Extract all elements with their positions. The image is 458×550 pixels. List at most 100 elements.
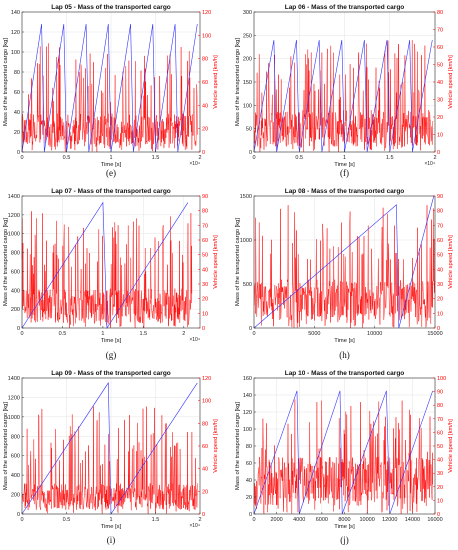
y-left-tick-label: 600 <box>11 454 20 460</box>
y-right-axis-label: Vehicle speed [km/h] <box>448 419 454 473</box>
x-tick-label: 0 <box>20 517 23 523</box>
y-left-tick-label: 200 <box>11 307 20 313</box>
y-left-tick-label: 1200 <box>8 395 20 401</box>
y-right-tick-label: 0 <box>202 326 205 332</box>
y-right-tick-label: 20 <box>202 297 208 303</box>
y-right-axis-label: Vehicle speed [km/h] <box>213 419 219 473</box>
panel-title: Lap 08 - Mass of the transported cargo <box>285 188 405 195</box>
y-left-tick-label: 800 <box>11 434 20 440</box>
y-right-tick-label: 80 <box>202 421 208 427</box>
y-right-tick-label: 40 <box>202 467 208 473</box>
y-left-tick-label: 40 <box>14 110 20 116</box>
y-right-tick-label: 40 <box>202 267 208 273</box>
plot-frame <box>253 195 436 329</box>
mass-series-line <box>21 201 189 329</box>
x-axis-label: Time [s] <box>101 524 122 530</box>
y-left-tick-label: 1000 <box>8 232 20 238</box>
panel-title: Lap 05 - Mass of the transported cargo <box>51 4 171 11</box>
y-left-tick-label: 600 <box>11 269 20 275</box>
y-right-tick-label: 80 <box>202 57 208 63</box>
y-right-tick-label: 100 <box>202 33 211 39</box>
y-left-tick-label: 800 <box>11 251 20 257</box>
y-right-tick-label: 100 <box>437 376 446 382</box>
y-left-tick-label: 0 <box>249 326 252 332</box>
panel-title: Lap 09 - Mass of the transported cargo <box>51 370 171 377</box>
speed-series-line <box>21 406 198 515</box>
speed-series-line <box>253 205 436 328</box>
y-right-tick-label: 0 <box>437 326 440 332</box>
y-right-tick-label: 80 <box>437 209 443 215</box>
y-right-tick-label: 90 <box>437 390 443 396</box>
x-tick-label: 1 <box>101 331 104 337</box>
x-tick-label: 16000 <box>427 517 442 523</box>
y-right-tick-label: 10 <box>437 498 443 504</box>
mass-series-line <box>21 23 198 153</box>
y-left-tick-label: 60 <box>246 461 252 467</box>
y-left-tick-label: 0 <box>17 512 20 518</box>
panel-title: Lap 07 - Mass of the transported cargo <box>51 188 171 195</box>
x-tick-label: 0 <box>20 331 23 337</box>
y-right-tick-label: 40 <box>437 458 443 464</box>
y-right-tick-label: 70 <box>437 28 443 34</box>
x-tick-label: 1.5 <box>386 155 394 161</box>
y-right-tick-label: 0 <box>437 150 440 156</box>
x-axis-label: Time [s] <box>101 338 122 344</box>
panel-2: 0 0.5 1 1.5 2×10⁴050100150200250300010203040… <box>235 4 454 178</box>
x-tick-label: 1.5 <box>152 155 160 161</box>
y-right-tick-label: 0 <box>437 512 440 518</box>
x-tick-label: 15000 <box>427 331 442 337</box>
y-left-tick-label: 0 <box>249 150 252 156</box>
y-right-tick-label: 10 <box>437 311 443 317</box>
y-right-tick-label: 10 <box>202 311 208 317</box>
x-tick-label: 14000 <box>405 517 420 523</box>
x-tick-label: 2 <box>198 155 201 161</box>
y-left-tick-label: 1500 <box>240 194 252 200</box>
x-axis-label: Time [s] <box>334 524 355 530</box>
plot-frame <box>21 195 201 329</box>
y-right-tick-label: 40 <box>437 267 443 273</box>
speed-series-line <box>21 43 198 153</box>
y-right-tick-label: 0 <box>202 512 205 518</box>
y-right-tick-label: 60 <box>437 238 443 244</box>
x-tick-label: 0.5 <box>63 155 71 161</box>
x-tick-label: 0 <box>20 155 23 161</box>
speed-series-line <box>21 211 193 328</box>
y-right-tick-label: 30 <box>437 98 443 104</box>
y-right-axis-label: Vehicle speed [km/h] <box>213 55 219 109</box>
panel-caption: (i) <box>107 535 116 545</box>
y-left-tick-label: 1000 <box>8 415 20 421</box>
y-right-tick-label: 40 <box>437 80 443 86</box>
x-tick-label: 0 <box>252 155 255 161</box>
y-right-tick-label: 50 <box>437 253 443 259</box>
y-right-tick-label: 20 <box>437 115 443 121</box>
mass-series-line <box>253 390 433 515</box>
y-left-tick-label: 120 <box>11 30 20 36</box>
x-exponent-label: ×10⁴ <box>189 161 200 167</box>
y-right-tick-label: 60 <box>437 45 443 51</box>
y-right-tick-label: 120 <box>202 376 211 382</box>
y-left-tick-label: 1400 <box>8 376 20 382</box>
y-left-tick-label: 0 <box>17 326 20 332</box>
x-tick-label: 1.5 <box>140 331 148 337</box>
y-left-tick-label: 20 <box>246 495 252 501</box>
x-tick-label: 12000 <box>382 517 397 523</box>
x-tick-label: 4000 <box>293 517 305 523</box>
y-left-tick-label: 1000 <box>240 238 252 244</box>
y-right-tick-label: 0 <box>202 150 205 156</box>
panel-title: Lap 06 - Mass of the transported cargo <box>285 4 405 11</box>
y-right-tick-label: 30 <box>202 282 208 288</box>
y-right-tick-label: 20 <box>202 127 208 133</box>
x-exponent-label: ×10⁴ <box>189 337 200 343</box>
x-tick-label: 1 <box>109 517 112 523</box>
panel-3: 0 0.5 1 1.5 2×10⁴020040060080010001200140001… <box>3 188 219 360</box>
y-left-tick-label: 20 <box>14 130 20 136</box>
y-right-tick-label: 120 <box>202 10 211 16</box>
panel-caption: (e) <box>106 168 116 178</box>
x-tick-label: 6000 <box>316 517 328 523</box>
y-right-tick-label: 20 <box>202 489 208 495</box>
y-right-tick-label: 60 <box>202 444 208 450</box>
y-right-tick-label: 70 <box>437 223 443 229</box>
panel-caption: (f) <box>340 168 349 178</box>
y-right-axis-label: Vehicle speed [km/h] <box>213 235 219 289</box>
panel-title: Lap 10 - Mass of the transported cargo <box>285 370 405 377</box>
